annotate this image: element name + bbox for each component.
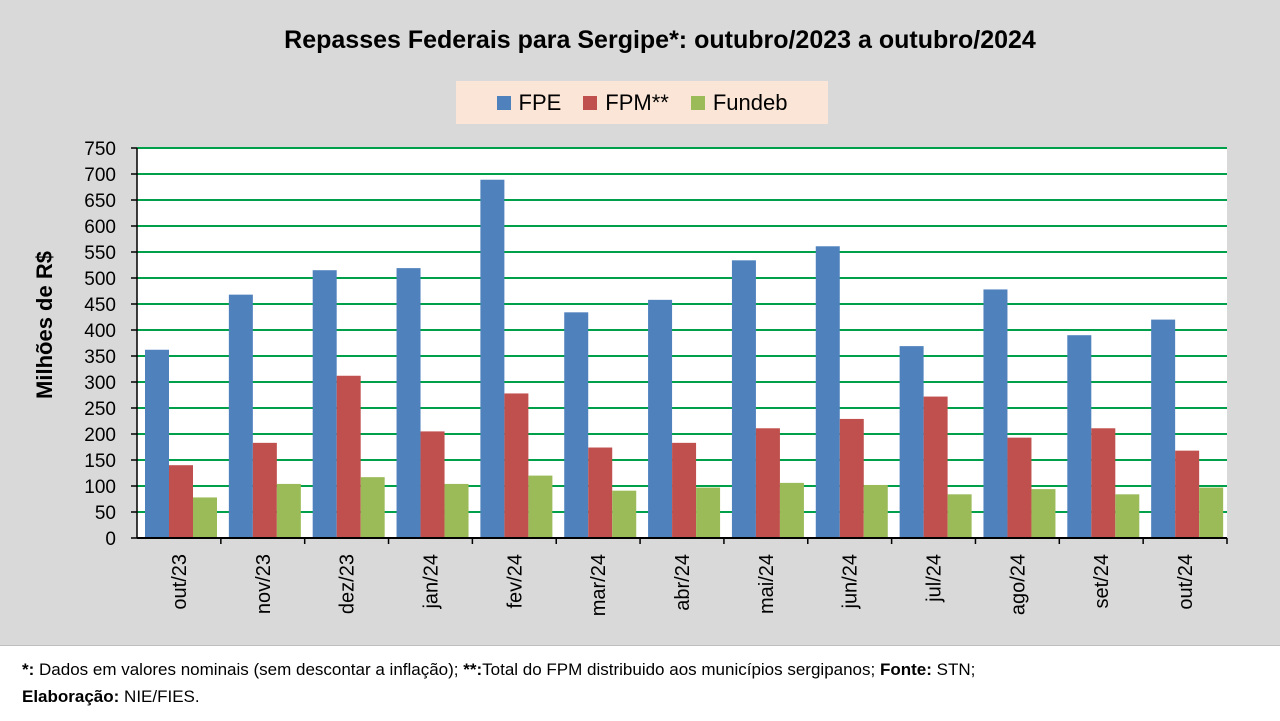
footnote-mark-2: **: bbox=[463, 660, 483, 679]
y-tick-label: 100 bbox=[84, 477, 116, 498]
bar-fpe-mar-24 bbox=[564, 312, 589, 538]
legend-label-fpe: FPE bbox=[518, 89, 562, 115]
x-tick-label: fev/24 bbox=[504, 554, 526, 608]
bar-fundeb-fev-24 bbox=[528, 475, 553, 538]
footnote-credit-label: Elaboração: bbox=[22, 687, 120, 706]
y-tick-label: 50 bbox=[95, 503, 116, 524]
x-tick-label: nov/23 bbox=[253, 554, 275, 614]
y-tick-label: 500 bbox=[84, 269, 116, 290]
bar-fpm-abr-24 bbox=[672, 442, 697, 538]
legend-item-fpm: FPM** bbox=[583, 90, 669, 116]
x-tick-label: jan/24 bbox=[420, 554, 442, 610]
x-tick-label: mar/24 bbox=[588, 554, 610, 616]
y-tick-label: 350 bbox=[84, 347, 116, 368]
y-tick-label: 0 bbox=[105, 529, 116, 550]
x-tick-label: jun/24 bbox=[840, 554, 862, 610]
footnote-text-2: Total do FPM distribuido aos municípios … bbox=[482, 660, 880, 679]
footnote-text-1: Dados em valores nominais (sem descontar… bbox=[34, 660, 464, 679]
y-tick-label: 450 bbox=[84, 295, 116, 316]
y-tick-label: 250 bbox=[84, 399, 116, 420]
bar-fundeb-nov-23 bbox=[276, 483, 301, 538]
bar-fpe-fev-24 bbox=[480, 179, 505, 538]
legend-swatch-fpm bbox=[583, 95, 598, 110]
bar-fundeb-out-24 bbox=[1199, 487, 1224, 538]
x-tick-label: ago/24 bbox=[1007, 554, 1029, 615]
bar-fpm-mar-24 bbox=[588, 447, 613, 538]
bar-fpe-jul-24 bbox=[899, 346, 924, 538]
footnote-credit-value: NIE/FIES. bbox=[119, 687, 200, 706]
chart-title: Repasses Federais para Sergipe*: outubro… bbox=[284, 26, 1036, 54]
bar-fpm-set-24 bbox=[1091, 428, 1116, 538]
bar-fundeb-abr-24 bbox=[696, 487, 721, 538]
bar-fpe-ago-24 bbox=[983, 289, 1008, 538]
legend-label-fundeb: Fundeb bbox=[712, 89, 788, 115]
x-tick-label: jul/24 bbox=[924, 554, 946, 603]
x-tick-label: mai/24 bbox=[756, 554, 778, 614]
x-tick-label: abr/24 bbox=[672, 554, 694, 611]
footnote-mark-1: *: bbox=[22, 660, 35, 679]
bar-fundeb-mar-24 bbox=[612, 490, 637, 538]
y-axis-label: Milhões de R$ bbox=[32, 251, 57, 399]
bar-chart: 0 50 100 150 200 250 300 350 400 450 500 550 600 650 7… bbox=[32, 139, 1228, 616]
legend-label-fpm: FPM** bbox=[605, 89, 669, 115]
bar-fundeb-out-23 bbox=[193, 497, 217, 538]
x-tick-label: out/23 bbox=[169, 554, 191, 610]
y-tick-label: 550 bbox=[84, 243, 116, 264]
bar-fpm-ago-24 bbox=[1007, 437, 1032, 538]
y-tick-label: 400 bbox=[84, 321, 116, 342]
bar-fundeb-mai-24 bbox=[779, 482, 804, 538]
x-tick-label: dez/23 bbox=[337, 554, 359, 614]
bar-fpm-out-23 bbox=[169, 465, 193, 538]
x-tick-label: set/24 bbox=[1091, 554, 1113, 608]
bar-fpe-set-24 bbox=[1067, 335, 1092, 538]
bar-fpe-jun-24 bbox=[815, 246, 840, 538]
legend-item-fpe: FPE bbox=[496, 89, 562, 116]
bar-fundeb-dez-23 bbox=[360, 477, 385, 538]
footnote-box bbox=[0, 645, 1280, 721]
bar-fundeb-ago-24 bbox=[1031, 489, 1056, 538]
bar-fpe-out-23 bbox=[145, 349, 169, 538]
bar-fpe-mai-24 bbox=[731, 260, 756, 538]
legend-swatch-fpe bbox=[496, 95, 511, 110]
y-tick-label: 300 bbox=[84, 373, 116, 394]
bar-fpm-jan-24 bbox=[420, 431, 445, 538]
bar-fpe-out-24 bbox=[1151, 319, 1176, 538]
bar-fpm-mai-24 bbox=[755, 428, 780, 538]
bar-fpm-dez-23 bbox=[336, 375, 361, 538]
y-tick-label: 650 bbox=[84, 191, 116, 212]
legend-swatch-fundeb bbox=[690, 95, 705, 110]
footnote-source-value: STN; bbox=[931, 660, 976, 679]
bar-fpm-nov-23 bbox=[252, 442, 277, 538]
bar-fpe-abr-24 bbox=[648, 299, 673, 538]
bar-fundeb-set-24 bbox=[1115, 494, 1140, 538]
y-tick-label: 600 bbox=[84, 217, 116, 238]
bar-fpm-jul-24 bbox=[923, 396, 948, 538]
bar-fpe-jan-24 bbox=[396, 268, 421, 538]
footnote-source-label: Fonte: bbox=[879, 660, 932, 679]
bar-fpm-fev-24 bbox=[504, 393, 529, 538]
bar-fundeb-jun-24 bbox=[863, 484, 888, 538]
chart-legend: FPE FPM** Fundeb bbox=[456, 81, 828, 124]
bar-fundeb-jul-24 bbox=[947, 494, 972, 538]
y-tick-label: 750 bbox=[84, 139, 116, 160]
bar-fpm-jun-24 bbox=[839, 418, 864, 538]
bar-fpm-out-24 bbox=[1175, 450, 1200, 538]
bar-fpe-dez-23 bbox=[312, 270, 337, 538]
x-tick-label: out/24 bbox=[1175, 554, 1197, 610]
y-tick-label: 150 bbox=[84, 451, 116, 472]
legend-item-fundeb: Fundeb bbox=[690, 89, 788, 116]
y-tick-label: 200 bbox=[84, 425, 116, 446]
y-tick-label: 700 bbox=[84, 165, 116, 186]
bar-fpe-nov-23 bbox=[228, 294, 253, 538]
bar-fundeb-jan-24 bbox=[444, 483, 469, 538]
footnote: *: Dados em valores nominais (sem descon… bbox=[22, 656, 1262, 710]
